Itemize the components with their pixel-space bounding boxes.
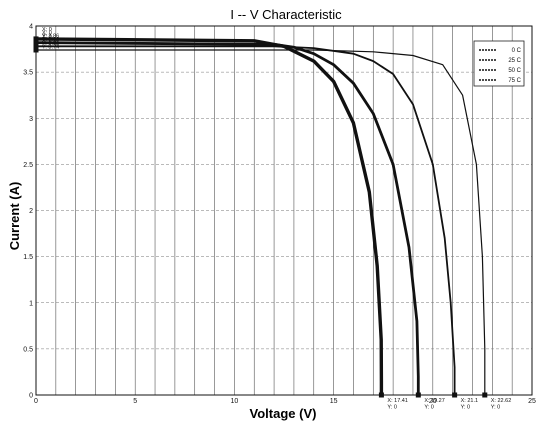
y-tick-label: 2 (29, 208, 33, 215)
data-tip-marker (415, 392, 421, 398)
x-tick-label: 10 (231, 398, 239, 405)
data-tip-text: Y: 3.82 (42, 37, 59, 43)
y-tick-label: 3 (29, 116, 33, 123)
data-tip-text: X: 0 (42, 38, 52, 44)
data-tip-marker (378, 392, 384, 398)
y-tick-labels: 0 0.5 1 1.5 2 2.5 3 3.5 4 (23, 24, 33, 400)
data-tip-text: Y: 0 (491, 405, 500, 411)
grid-lines (35, 25, 533, 396)
data-tip-text: Y: 0 (387, 405, 396, 411)
data-tip-text: X: 17.41 (387, 398, 408, 404)
data-tip-text: X: 21.1 (461, 398, 478, 404)
data-tip-marker (482, 392, 488, 398)
data-tip-text: Y: 0 (461, 405, 470, 411)
data-tip-marker (33, 47, 39, 53)
y-tick-label: 3.5 (23, 70, 33, 77)
data-tip-text: X: 0 (42, 31, 52, 37)
y-tick-label: 1 (29, 300, 33, 307)
legend[interactable]: 0 C 25 C 50 C 75 C (473, 40, 525, 87)
data-tip-marker (33, 43, 39, 49)
data-tip-text: X: 0 (42, 27, 52, 33)
y-axis-label: Current (A) (7, 182, 22, 251)
data-tip-text: Y: 3.74 (42, 44, 59, 50)
data-tip-text: Y: 3.78 (42, 41, 59, 47)
data-tip-text: Y: 3.86 (42, 33, 59, 39)
y-tick-label: 4 (29, 24, 33, 31)
x-tick-label: 5 (133, 398, 137, 405)
legend-label: 75 C (508, 78, 521, 84)
data-tip-text: Y: 0 (424, 405, 433, 411)
legend-label: 25 C (508, 58, 521, 64)
series-line-0c (36, 49, 486, 395)
series-line-25c (36, 45, 456, 395)
y-tick-label: 1.5 (23, 254, 33, 261)
data-tip-text: X: 19.27 (424, 398, 445, 404)
data-tip-text: X: 0 (42, 34, 52, 40)
data-tip-marker (33, 36, 39, 42)
legend-box (473, 40, 525, 87)
y-tick-label: 0.5 (23, 346, 33, 353)
data-tips: X: 0Y: 3.86X: 0Y: 3.82X: 0Y: 3.78X: 0Y: … (33, 27, 512, 411)
axes-box (35, 25, 533, 396)
legend-label: 50 C (508, 68, 521, 74)
y-tick-label: 0 (29, 393, 33, 400)
x-tick-label: 20 (429, 398, 437, 405)
plot-frame (35, 25, 533, 396)
x-tick-label: 25 (528, 398, 536, 405)
x-tick-labels: 0 5 10 15 20 25 (34, 398, 536, 405)
data-tip-marker (452, 392, 458, 398)
legend-label: 0 C (512, 48, 522, 54)
series-line-75c (35, 37, 384, 395)
x-tick-label: 0 (34, 398, 38, 405)
series-line-50c (35, 41, 420, 395)
y-tick-label: 2.5 (23, 162, 33, 169)
x-tick-label: 15 (330, 398, 338, 405)
series-lines (35, 37, 486, 395)
data-tip-marker (33, 40, 39, 46)
data-tip-text: X: 22.62 (491, 398, 512, 404)
x-axis-label: Voltage (V) (250, 406, 317, 421)
chart-title: I -- V Characteristic (230, 7, 342, 22)
